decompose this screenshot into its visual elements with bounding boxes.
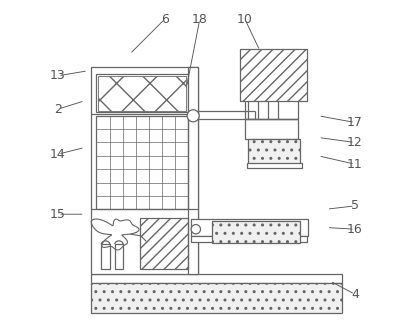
Text: 15: 15	[50, 208, 66, 221]
Text: 12: 12	[347, 136, 363, 149]
Bar	[96, 116, 188, 209]
Bar	[98, 76, 187, 111]
Text: 13: 13	[50, 69, 66, 82]
Text: 10: 10	[237, 12, 253, 25]
Bar	[102, 244, 110, 269]
Text: 5: 5	[351, 199, 359, 212]
Bar	[248, 139, 300, 164]
Text: 17: 17	[347, 116, 363, 129]
Bar	[140, 217, 188, 269]
Bar	[192, 219, 308, 236]
Text: 6: 6	[161, 12, 169, 25]
Circle shape	[187, 110, 199, 122]
Bar	[248, 139, 300, 164]
Bar	[96, 74, 188, 113]
Bar	[245, 119, 298, 139]
Bar	[91, 67, 198, 274]
Bar	[240, 49, 306, 101]
Text: 14: 14	[50, 148, 66, 161]
Bar	[91, 283, 342, 313]
Bar	[247, 163, 301, 168]
Bar	[115, 244, 123, 269]
Text: 16: 16	[347, 223, 363, 236]
Text: 11: 11	[347, 158, 363, 171]
Bar	[240, 49, 306, 101]
Bar	[211, 221, 300, 243]
Bar	[140, 217, 188, 269]
Text: 18: 18	[192, 12, 208, 25]
Bar	[211, 221, 300, 243]
Text: 2: 2	[54, 103, 62, 116]
Circle shape	[191, 224, 200, 234]
Text: 4: 4	[351, 288, 359, 301]
Bar	[192, 236, 306, 242]
Bar	[91, 274, 342, 283]
Bar	[188, 67, 198, 274]
